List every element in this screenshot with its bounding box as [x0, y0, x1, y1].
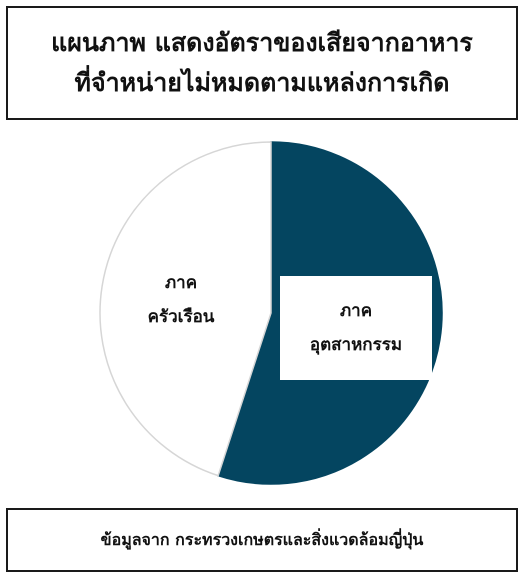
chart-title-line-1: แผนภาพ แสดงอัตราของเสียจากอาหาร: [51, 28, 473, 57]
source-box: ข้อมูลจาก กระทรวงเกษตรและสิ่งแวดล้อมญี่ป…: [6, 508, 518, 572]
slice-label-household: ภาค ครัวเรือน: [126, 266, 236, 334]
slice-label-industrial-line-2: อุตสาหกรรม: [309, 335, 403, 355]
pie-chart: [99, 141, 443, 485]
pie-slice-household: [99, 141, 272, 477]
chart-title-line-2: ที่จำหน่ายไม่หมดตามแหล่งการเกิด: [74, 68, 450, 97]
source-text: ข้อมูลจาก กระทรวงเกษตรและสิ่งแวดล้อมญี่ป…: [100, 529, 424, 549]
slice-label-household-line-1: ภาค: [164, 273, 198, 293]
chart-title-box: แผนภาพ แสดงอัตราของเสียจากอาหาร ที่จำหน่…: [6, 6, 518, 120]
slice-label-household-line-2: ครัวเรือน: [147, 307, 215, 327]
slice-label-industrial: ภาค อุตสาหกรรม: [280, 276, 432, 380]
slice-label-industrial-line-1: ภาค: [339, 301, 373, 321]
pie-chart-panel: ภาค ครัวเรือน ภาค อุตสาหกรรม: [14, 128, 513, 500]
